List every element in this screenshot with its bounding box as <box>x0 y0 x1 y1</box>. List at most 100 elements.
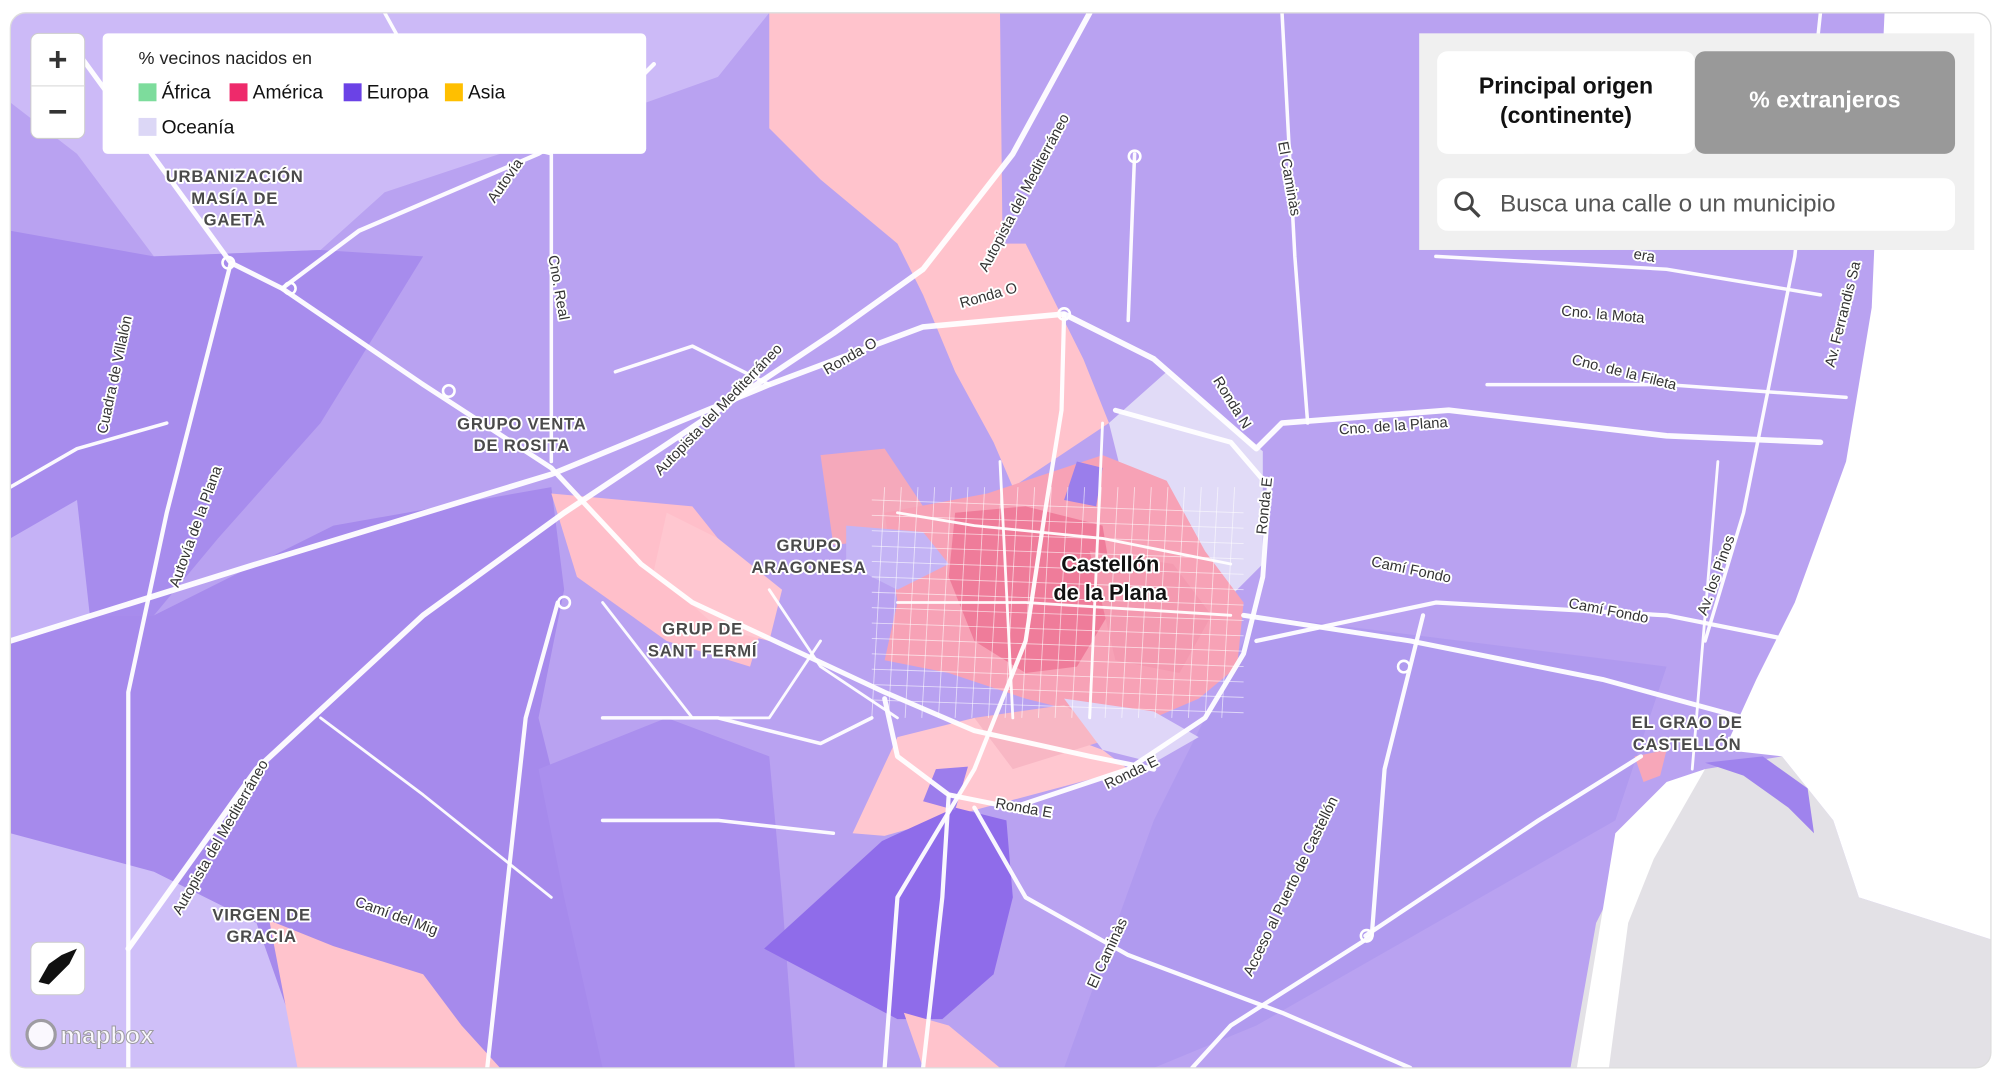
legend-swatch <box>138 117 157 136</box>
road-label: era <box>1632 247 1657 267</box>
map-frame <box>9 12 1992 1069</box>
place-label-line: SANT FERMÍ <box>648 641 757 660</box>
district[interactable] <box>974 705 1116 770</box>
place-label-line: Castellón <box>1061 552 1159 577</box>
roundabout <box>441 383 456 399</box>
place-label: EL GRAO DE CASTELLÓN <box>1632 713 1743 754</box>
street <box>1138 487 1152 718</box>
district[interactable] <box>1576 769 1706 1068</box>
toggle-option[interactable] <box>1694 51 1956 154</box>
street <box>1104 487 1119 718</box>
street <box>871 668 1244 683</box>
place-label: GRUPO ARAGONESA <box>751 536 866 577</box>
street <box>871 653 1244 668</box>
legend-label: Europa <box>367 83 429 104</box>
road <box>1241 612 1823 734</box>
road <box>1485 382 1848 400</box>
street <box>1054 487 1069 718</box>
roundabout <box>282 281 297 296</box>
district[interactable] <box>1089 551 1212 674</box>
district[interactable] <box>1064 461 1103 507</box>
street <box>871 514 1244 529</box>
street <box>871 530 1244 544</box>
road <box>74 48 1157 772</box>
zoom-out[interactable]: − <box>48 94 67 131</box>
place-label-line: URBANIZACIÓN <box>166 167 304 186</box>
district[interactable] <box>269 920 501 1068</box>
street <box>871 499 1244 514</box>
district[interactable] <box>1064 615 1667 1068</box>
legend-swatch <box>229 83 248 102</box>
district[interactable] <box>538 717 795 1068</box>
road <box>10 311 1824 644</box>
legend-label: Oceanía <box>162 117 235 138</box>
place-label-line: GRUPO <box>777 536 842 555</box>
district[interactable] <box>1108 371 1263 603</box>
place-label-line: GRACIA <box>226 927 296 946</box>
road <box>125 12 1093 952</box>
street <box>921 487 936 718</box>
road <box>600 716 874 746</box>
road <box>972 805 1413 1068</box>
district[interactable] <box>1634 749 1667 782</box>
roundabout <box>557 595 572 610</box>
place-label: VIRGEN DE GRACIA <box>212 905 311 946</box>
street <box>1071 487 1086 718</box>
toggle-option[interactable] <box>1437 51 1695 154</box>
district[interactable] <box>764 807 1013 1020</box>
street <box>871 622 1244 637</box>
district[interactable] <box>653 512 783 641</box>
street <box>954 487 969 718</box>
toggle-label-line: (continente) <box>1500 102 1632 128</box>
toggle-label-line: Principal origen <box>1479 73 1653 99</box>
street <box>938 487 952 718</box>
street <box>1221 487 1236 718</box>
toggle-label: % extranjeros <box>1749 87 1900 113</box>
place-label-line: MASÍA DE <box>191 189 278 208</box>
attribution[interactable]: mapbox <box>60 1022 155 1050</box>
island-icon <box>38 948 78 985</box>
street <box>1038 487 1052 718</box>
place-label-line: CASTELLÓN <box>1633 735 1742 754</box>
legend-swatch <box>343 83 362 102</box>
zoom-in[interactable]: + <box>48 42 67 79</box>
road <box>10 421 169 489</box>
search-box[interactable] <box>1437 178 1956 231</box>
road <box>1254 600 1862 656</box>
road <box>319 716 553 899</box>
street <box>1187 487 1202 718</box>
place-label-line: VIRGEN DE <box>212 905 311 924</box>
place-label-line: DE ROSITA <box>474 436 570 455</box>
toggle-label: Principal origen (continente) <box>1479 73 1653 128</box>
place-label-line: GAETÀ <box>204 211 266 230</box>
road <box>896 511 1233 566</box>
road <box>1126 152 1137 323</box>
place-label: Castellón de la Plana <box>1053 552 1168 605</box>
legend-swatch <box>138 83 157 102</box>
place-label-line: GRUP DE <box>662 620 743 639</box>
road <box>1280 12 1310 425</box>
road <box>600 818 836 836</box>
search-icon <box>1454 191 1474 212</box>
search-placeholder: Busca una calle o un municipio <box>1500 191 1836 218</box>
district[interactable] <box>1570 756 1999 1068</box>
roundabout <box>1396 659 1411 674</box>
toggle-label-line: % extranjeros <box>1749 87 1900 113</box>
street <box>1204 487 1219 718</box>
place-label-line: de la Plana <box>1053 580 1168 605</box>
place-label: GRUP DE SANT FERMÍ <box>648 620 757 661</box>
district[interactable] <box>10 230 424 616</box>
road <box>485 600 560 1068</box>
street <box>871 545 1244 560</box>
street <box>871 591 1244 606</box>
district[interactable] <box>10 499 90 641</box>
district[interactable] <box>10 833 308 1068</box>
legend-box <box>102 33 647 154</box>
district[interactable] <box>1705 756 1815 834</box>
street <box>904 487 919 718</box>
street <box>1004 487 1019 718</box>
road <box>1088 421 1104 720</box>
roundabout <box>1057 307 1072 322</box>
street <box>1121 487 1136 718</box>
